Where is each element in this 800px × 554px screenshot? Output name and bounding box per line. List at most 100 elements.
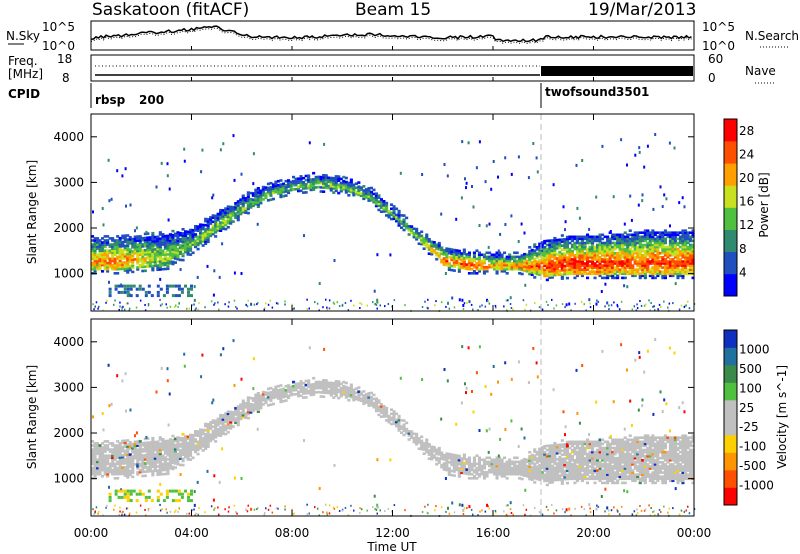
velocity-cell (161, 454, 165, 457)
power-cell (111, 251, 115, 255)
power-cell (608, 262, 612, 265)
power-cell (545, 270, 549, 273)
power-cell (596, 266, 600, 269)
power-cell (259, 195, 263, 199)
power-cell (91, 265, 95, 269)
power-cell (146, 265, 150, 268)
power-cell (332, 181, 336, 184)
power-cell (656, 237, 660, 241)
power-cell (648, 251, 652, 255)
power-cell (485, 270, 489, 273)
power-cell (631, 256, 635, 259)
velocity-cell (287, 388, 291, 391)
power-cell (251, 194, 255, 197)
velocity-cell (204, 428, 208, 432)
power-cell (264, 192, 268, 195)
power-cell (212, 293, 215, 297)
power-cell (606, 272, 610, 276)
velocity-cell (178, 451, 182, 454)
power-cell (126, 262, 130, 266)
velocity-cell (558, 478, 562, 481)
power-cell (663, 229, 667, 232)
power-cell (116, 245, 120, 248)
power-cell (171, 248, 175, 251)
velocity-cell (432, 454, 436, 457)
power-cell (146, 254, 150, 258)
power-cell (229, 211, 233, 215)
power-cell (176, 257, 180, 261)
power-cell (163, 257, 167, 260)
power-cell (166, 306, 168, 309)
velocity-cell (535, 475, 539, 479)
power-cell (676, 249, 680, 253)
power-cell (204, 306, 206, 309)
velocity-cell (211, 429, 215, 433)
power-cell (591, 247, 595, 251)
power-cell (653, 245, 657, 249)
velocity-cell (395, 412, 399, 416)
power-cell (646, 251, 650, 255)
power-cell (588, 266, 592, 269)
power-cell (626, 264, 630, 267)
power-cell (618, 251, 622, 255)
velocity-cell (116, 454, 120, 457)
power-cell (121, 263, 125, 266)
power-cell (643, 254, 647, 257)
velocity-cell (482, 458, 486, 462)
power-cell (684, 254, 688, 257)
velocity-cell (327, 383, 331, 387)
power-cell (668, 239, 672, 243)
velocity-cell (118, 462, 122, 465)
power-cell (525, 267, 529, 271)
power-cell (520, 256, 524, 259)
velocity-cell (168, 440, 172, 443)
power-cell (490, 187, 493, 191)
power-cell (148, 252, 152, 256)
power-cell (302, 183, 306, 186)
power-cell (676, 254, 680, 257)
power-cell (344, 189, 348, 192)
power-cell (684, 270, 688, 273)
power-cell (186, 230, 190, 234)
velocity-cell (538, 476, 542, 479)
power-cell (118, 253, 122, 256)
power-cell (611, 254, 615, 257)
power-cell (123, 265, 127, 268)
velocity-cell (126, 474, 130, 477)
power-cell (96, 237, 100, 240)
velocity-cell (379, 415, 383, 418)
power-cell (138, 241, 142, 244)
power-colorbar-tick: 28 (739, 124, 754, 138)
power-cell (194, 241, 198, 245)
power-cell (518, 265, 522, 269)
power-cell (616, 245, 620, 249)
velocity-cell (558, 457, 562, 461)
velocity-cell (101, 458, 105, 462)
velocity-cell (121, 472, 125, 476)
cpid-label: CPID (8, 87, 40, 101)
power-cell (420, 236, 424, 240)
power-cell (156, 247, 160, 251)
velocity-cell (226, 416, 230, 420)
velocity-cell (146, 447, 150, 451)
power-cell (392, 211, 396, 214)
power-cell (565, 235, 569, 239)
power-cell (271, 191, 275, 195)
velocity-cell (540, 466, 544, 470)
power-cell (623, 237, 627, 241)
power-cell (259, 201, 263, 205)
velocity-cell (520, 463, 524, 466)
power-cell (673, 235, 677, 239)
velocity-cell (349, 385, 353, 389)
velocity-cell (510, 466, 514, 470)
velocity-cell (103, 448, 107, 451)
power-cell (337, 183, 341, 187)
power-cell (266, 192, 270, 196)
power-cell (166, 174, 169, 178)
power-cell (568, 272, 572, 276)
power-cell (171, 240, 175, 243)
velocity-cell (204, 439, 208, 442)
power-cell (462, 308, 465, 310)
velocity-cell (131, 457, 135, 460)
power-cell (118, 255, 122, 258)
